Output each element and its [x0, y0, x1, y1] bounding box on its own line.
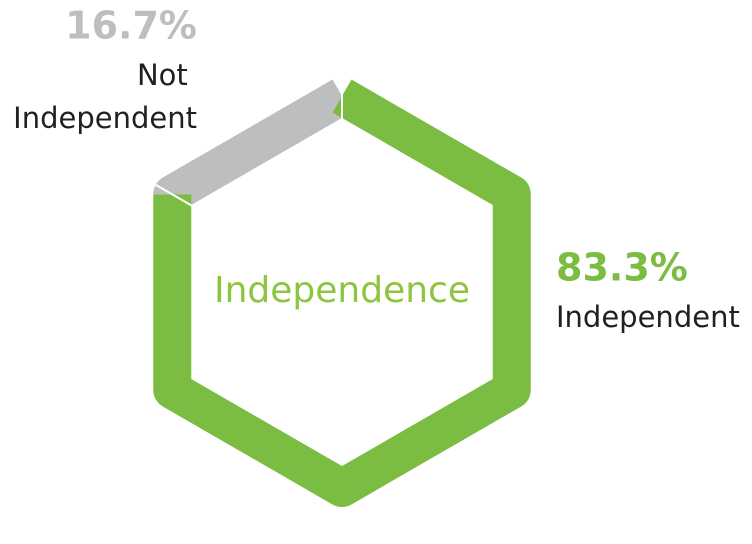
segment — [153, 79, 531, 507]
category-label: Not Independent — [13, 58, 197, 135]
value-label: 83.3% — [556, 246, 688, 290]
category-label: Independent — [556, 300, 740, 334]
separator — [150, 181, 194, 208]
value-label: 16.7% — [65, 4, 197, 48]
center-label: Independence — [214, 270, 470, 311]
segment — [153, 79, 352, 213]
